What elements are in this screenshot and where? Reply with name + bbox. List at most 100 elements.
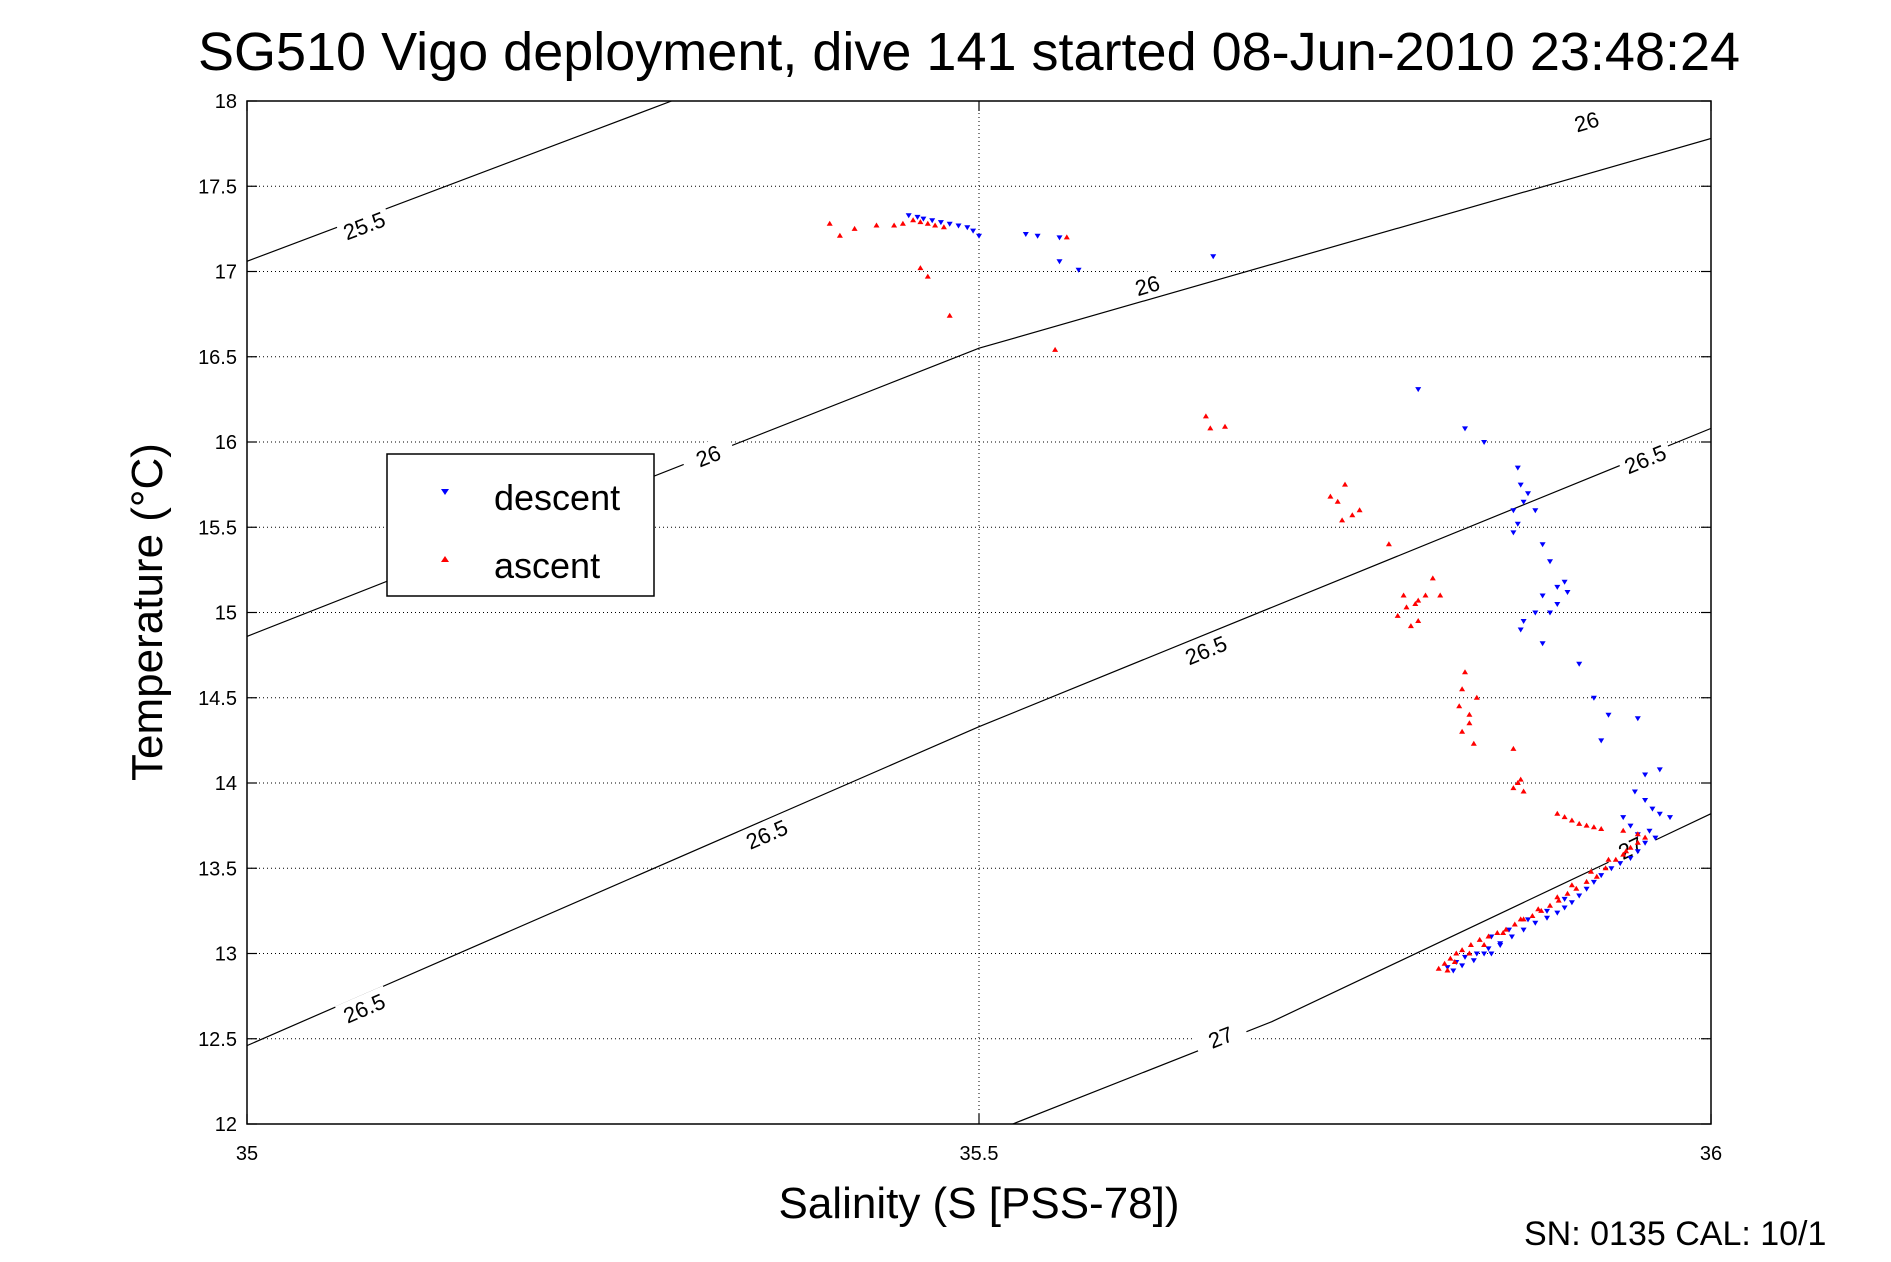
descent-point bbox=[1646, 828, 1653, 834]
descent-point bbox=[1525, 917, 1531, 923]
y-tick-label: 15.5 bbox=[198, 517, 237, 539]
ascent-point bbox=[1467, 942, 1474, 947]
descent-point bbox=[1620, 815, 1627, 821]
ascent-point bbox=[873, 222, 880, 228]
gridlines bbox=[247, 101, 1711, 1124]
ascent-point bbox=[1561, 814, 1568, 820]
descent-point bbox=[1561, 905, 1568, 911]
ascent-point bbox=[1339, 517, 1346, 523]
descent-point bbox=[1554, 602, 1561, 607]
y-tick-label: 17.5 bbox=[198, 176, 237, 198]
ascent-point bbox=[1451, 959, 1458, 964]
contour-label: 26.5 bbox=[742, 815, 791, 855]
descent-point bbox=[1539, 593, 1546, 599]
descent-point bbox=[1649, 806, 1656, 812]
ascent-point bbox=[1485, 933, 1492, 939]
descent-point bbox=[1598, 873, 1605, 879]
ascent-point bbox=[1510, 745, 1517, 751]
contour-label-background bbox=[737, 811, 796, 857]
contour-label-background bbox=[335, 985, 394, 1031]
ascent-point bbox=[1407, 623, 1414, 629]
descent-point bbox=[1056, 259, 1063, 265]
ascent-point bbox=[1435, 965, 1442, 971]
ascent-point bbox=[826, 220, 833, 226]
ascent-point bbox=[1444, 967, 1451, 973]
ascent-point bbox=[1634, 839, 1641, 845]
contour-label-background bbox=[1118, 265, 1176, 305]
chart-title: SG510 Vigo deployment, dive 141 started … bbox=[198, 22, 1740, 82]
ascent-point bbox=[1535, 906, 1542, 912]
ascent-point bbox=[1583, 878, 1590, 884]
descent-point bbox=[1459, 963, 1466, 969]
descent-point bbox=[1470, 958, 1477, 964]
y-tick-label: 13 bbox=[215, 944, 237, 966]
descent-point bbox=[1583, 886, 1590, 892]
descent-point bbox=[905, 213, 912, 219]
descent-point bbox=[955, 223, 962, 229]
descent-point bbox=[1561, 579, 1568, 585]
descent-point bbox=[1488, 951, 1495, 957]
ascent-point bbox=[1500, 930, 1507, 935]
ascent-point bbox=[1503, 926, 1509, 932]
x-tick-label: 35 bbox=[236, 1143, 258, 1165]
contour-label-background bbox=[679, 434, 738, 478]
y-axis-label: Temperature (°C) bbox=[123, 443, 172, 781]
ascent-point bbox=[1394, 612, 1401, 618]
ascent-point bbox=[1605, 856, 1612, 862]
legend-box bbox=[386, 453, 655, 597]
ascent-point bbox=[1514, 780, 1521, 785]
ascent-point bbox=[917, 219, 924, 225]
contour-label-background bbox=[1176, 628, 1235, 672]
legend-descent-label: descent bbox=[494, 477, 620, 518]
ascent-point bbox=[1583, 822, 1590, 828]
ascent-point bbox=[1573, 885, 1580, 891]
legend-ascent-label: ascent bbox=[494, 545, 600, 586]
ascent-point bbox=[1564, 890, 1571, 896]
calibration-footer: SN: 0135 CAL: 10/1 bbox=[1524, 1215, 1826, 1253]
ascent-point bbox=[1517, 916, 1524, 922]
descent-point bbox=[1656, 811, 1663, 817]
contour-label: 26.5 bbox=[1621, 440, 1670, 479]
ascent-point bbox=[836, 232, 843, 238]
descent-point bbox=[1539, 641, 1546, 647]
descent-point bbox=[1539, 542, 1546, 548]
ascent-point bbox=[1466, 950, 1473, 956]
descent-point bbox=[1544, 915, 1550, 921]
ascent-point bbox=[1634, 831, 1641, 837]
ascent-point bbox=[1334, 498, 1341, 504]
descent-point bbox=[1627, 823, 1634, 829]
descent-point bbox=[1634, 716, 1641, 722]
descent-point bbox=[1547, 610, 1553, 616]
descent-point bbox=[946, 221, 953, 227]
ascent-point bbox=[899, 220, 906, 226]
ascent-point bbox=[1456, 703, 1463, 709]
descent-point bbox=[1510, 508, 1517, 514]
ascent-point bbox=[1342, 481, 1348, 487]
y-tick-label: 16 bbox=[215, 432, 237, 454]
descent-point bbox=[1514, 465, 1521, 471]
ascent-point bbox=[1510, 785, 1517, 791]
y-tick-label: 15 bbox=[215, 603, 237, 625]
ascent-point bbox=[1568, 882, 1575, 888]
descent-point bbox=[1506, 927, 1512, 933]
descent-point bbox=[1532, 508, 1539, 514]
x-tick-label: 36 bbox=[1700, 1143, 1722, 1165]
ascent-point bbox=[1466, 711, 1473, 717]
ascent-point bbox=[1554, 894, 1561, 900]
ascent-point bbox=[1356, 507, 1363, 513]
ascent-point bbox=[924, 220, 931, 226]
descent-point bbox=[929, 218, 936, 224]
ascent-point bbox=[1547, 902, 1553, 908]
ascent-point bbox=[1459, 947, 1466, 953]
ascent-point bbox=[1412, 601, 1419, 606]
ascent-point bbox=[1555, 897, 1562, 903]
descent-point bbox=[1547, 559, 1553, 565]
ascent-point bbox=[1538, 907, 1545, 913]
descent-point bbox=[1554, 910, 1561, 916]
data-points bbox=[826, 213, 1673, 974]
ascent-point bbox=[1568, 817, 1575, 823]
ascent-point bbox=[1447, 955, 1454, 961]
descent-point bbox=[1667, 815, 1673, 821]
ascent-point bbox=[1415, 618, 1422, 623]
